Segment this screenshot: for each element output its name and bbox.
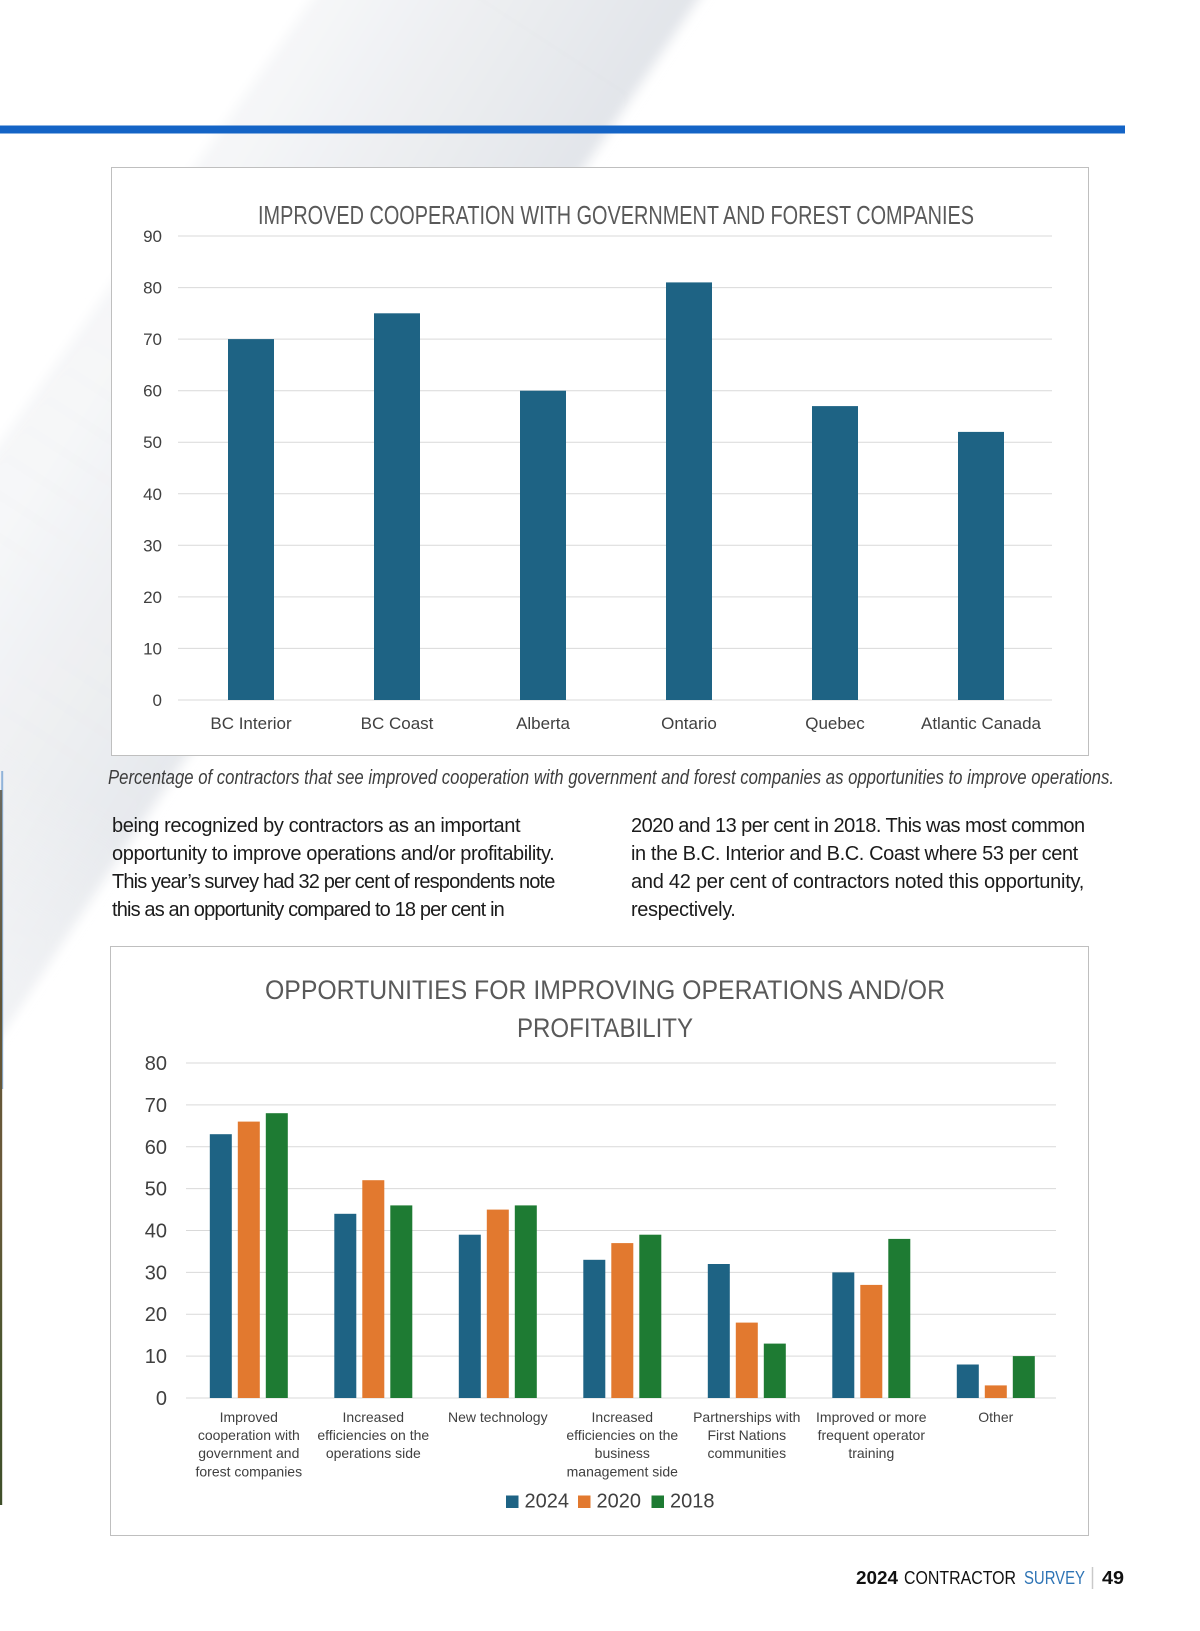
svg-text:Partnerships with: Partnerships with — [693, 1409, 800, 1425]
svg-text:Improved or more: Improved or more — [816, 1409, 927, 1425]
svg-text:20: 20 — [145, 1304, 167, 1326]
svg-text:30: 30 — [143, 536, 162, 555]
svg-text:frequent operator: frequent operator — [818, 1427, 926, 1443]
svg-text:BC Interior: BC Interior — [210, 714, 292, 733]
svg-text:IMPROVED COOPERATION WITH GOVE: IMPROVED COOPERATION WITH GOVERNMENT AND… — [258, 200, 974, 230]
svg-text:OPPORTUNITIES FOR IMPROVING OP: OPPORTUNITIES FOR IMPROVING OPERATIONS A… — [265, 975, 945, 1005]
svg-text:Increased: Increased — [343, 1409, 404, 1425]
svg-text:2024: 2024 — [856, 1567, 899, 1588]
svg-text:New technology: New technology — [448, 1409, 548, 1425]
svg-text:CONTRACTOR: CONTRACTOR — [904, 1567, 1016, 1588]
svg-text:BC Coast: BC Coast — [361, 714, 434, 733]
svg-text:70: 70 — [145, 1095, 167, 1117]
svg-text:2020: 2020 — [597, 1491, 642, 1513]
svg-text:60: 60 — [143, 382, 162, 401]
svg-text:20: 20 — [143, 588, 162, 607]
svg-text:10: 10 — [143, 639, 162, 658]
svg-text:Increased: Increased — [592, 1409, 653, 1425]
svg-text:40: 40 — [145, 1221, 167, 1243]
svg-text:Atlantic Canada: Atlantic Canada — [921, 714, 1042, 733]
svg-text:SURVEY: SURVEY — [1024, 1567, 1085, 1588]
svg-text:80: 80 — [143, 279, 162, 298]
svg-text:80: 80 — [145, 1053, 167, 1075]
svg-text:0: 0 — [153, 691, 162, 710]
svg-text:PROFITABILITY: PROFITABILITY — [517, 1013, 693, 1043]
svg-text:49: 49 — [1102, 1567, 1124, 1588]
svg-text:management side: management side — [567, 1463, 679, 1479]
svg-text:Quebec: Quebec — [805, 714, 865, 733]
svg-text:2024: 2024 — [525, 1491, 570, 1513]
svg-text:40: 40 — [143, 485, 162, 504]
svg-text:0: 0 — [156, 1388, 167, 1410]
svg-text:government and: government and — [198, 1445, 299, 1461]
svg-text:forest companies: forest companies — [195, 1463, 302, 1479]
svg-text:Percentage of contractors that: Percentage of contractors that see impro… — [108, 766, 1114, 789]
svg-text:efficiencies on the: efficiencies on the — [566, 1427, 678, 1443]
svg-text:efficiencies on the: efficiencies on the — [317, 1427, 429, 1443]
svg-text:cooperation with: cooperation with — [198, 1427, 300, 1443]
svg-text:50: 50 — [145, 1179, 167, 1201]
svg-text:Alberta: Alberta — [516, 714, 570, 733]
svg-text:50: 50 — [143, 433, 162, 452]
svg-text:70: 70 — [143, 330, 162, 349]
svg-text:communities: communities — [708, 1445, 787, 1461]
svg-text:Ontario: Ontario — [661, 714, 717, 733]
svg-text:Improved: Improved — [220, 1409, 278, 1425]
svg-text:2018: 2018 — [670, 1491, 715, 1513]
svg-text:30: 30 — [145, 1262, 167, 1284]
svg-text:business: business — [595, 1445, 650, 1461]
svg-text:First Nations: First Nations — [708, 1427, 787, 1443]
svg-text:90: 90 — [143, 227, 162, 246]
svg-text:10: 10 — [145, 1346, 167, 1368]
svg-text:operations side: operations side — [326, 1445, 421, 1461]
svg-text:training: training — [848, 1445, 894, 1461]
svg-text:Other: Other — [978, 1409, 1013, 1425]
svg-text:60: 60 — [145, 1137, 167, 1159]
